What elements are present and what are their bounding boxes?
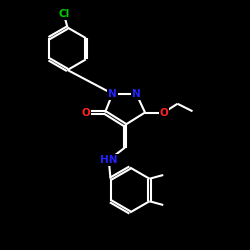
Text: HN: HN xyxy=(100,155,117,165)
Text: N: N xyxy=(132,89,140,99)
Text: N: N xyxy=(108,89,117,99)
Text: O: O xyxy=(82,108,90,118)
Text: Cl: Cl xyxy=(58,9,70,19)
Text: O: O xyxy=(160,108,168,118)
